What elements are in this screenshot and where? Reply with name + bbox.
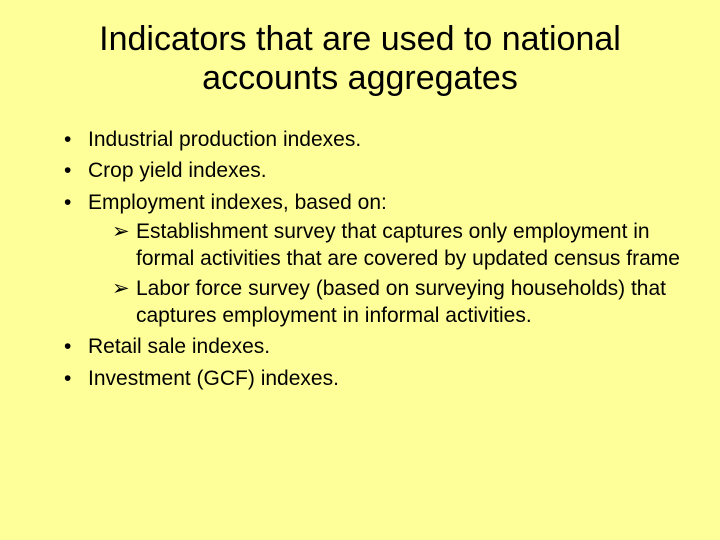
bullet-text: Investment (GCF) indexes. [88,367,339,390]
slide-content: Industrial production indexes. Crop yiel… [40,126,680,392]
bullet-item: Employment indexes, based on: Establishm… [64,189,680,329]
slide-title: Indicators that are used to national acc… [40,20,680,98]
sub-item: Establishment survey that captures only … [112,218,680,273]
bullet-text: Retail sale indexes. [88,335,270,358]
bullet-item: Industrial production indexes. [64,126,680,153]
bullet-item: Crop yield indexes. [64,157,680,184]
bullet-item: Investment (GCF) indexes. [64,365,680,392]
sub-item: Labor force survey (based on surveying h… [112,275,680,330]
sub-list: Establishment survey that captures only … [88,218,680,329]
bullet-text: Crop yield indexes. [88,159,267,182]
sub-item-text: Establishment survey that captures only … [136,220,680,270]
bullet-text: Industrial production indexes. [88,128,361,151]
slide: Indicators that are used to national acc… [0,0,720,540]
bullet-text: Employment indexes, based on: [88,191,387,214]
bullet-list: Industrial production indexes. Crop yiel… [40,126,680,392]
bullet-item: Retail sale indexes. [64,333,680,360]
sub-item-text: Labor force survey (based on surveying h… [136,277,666,327]
